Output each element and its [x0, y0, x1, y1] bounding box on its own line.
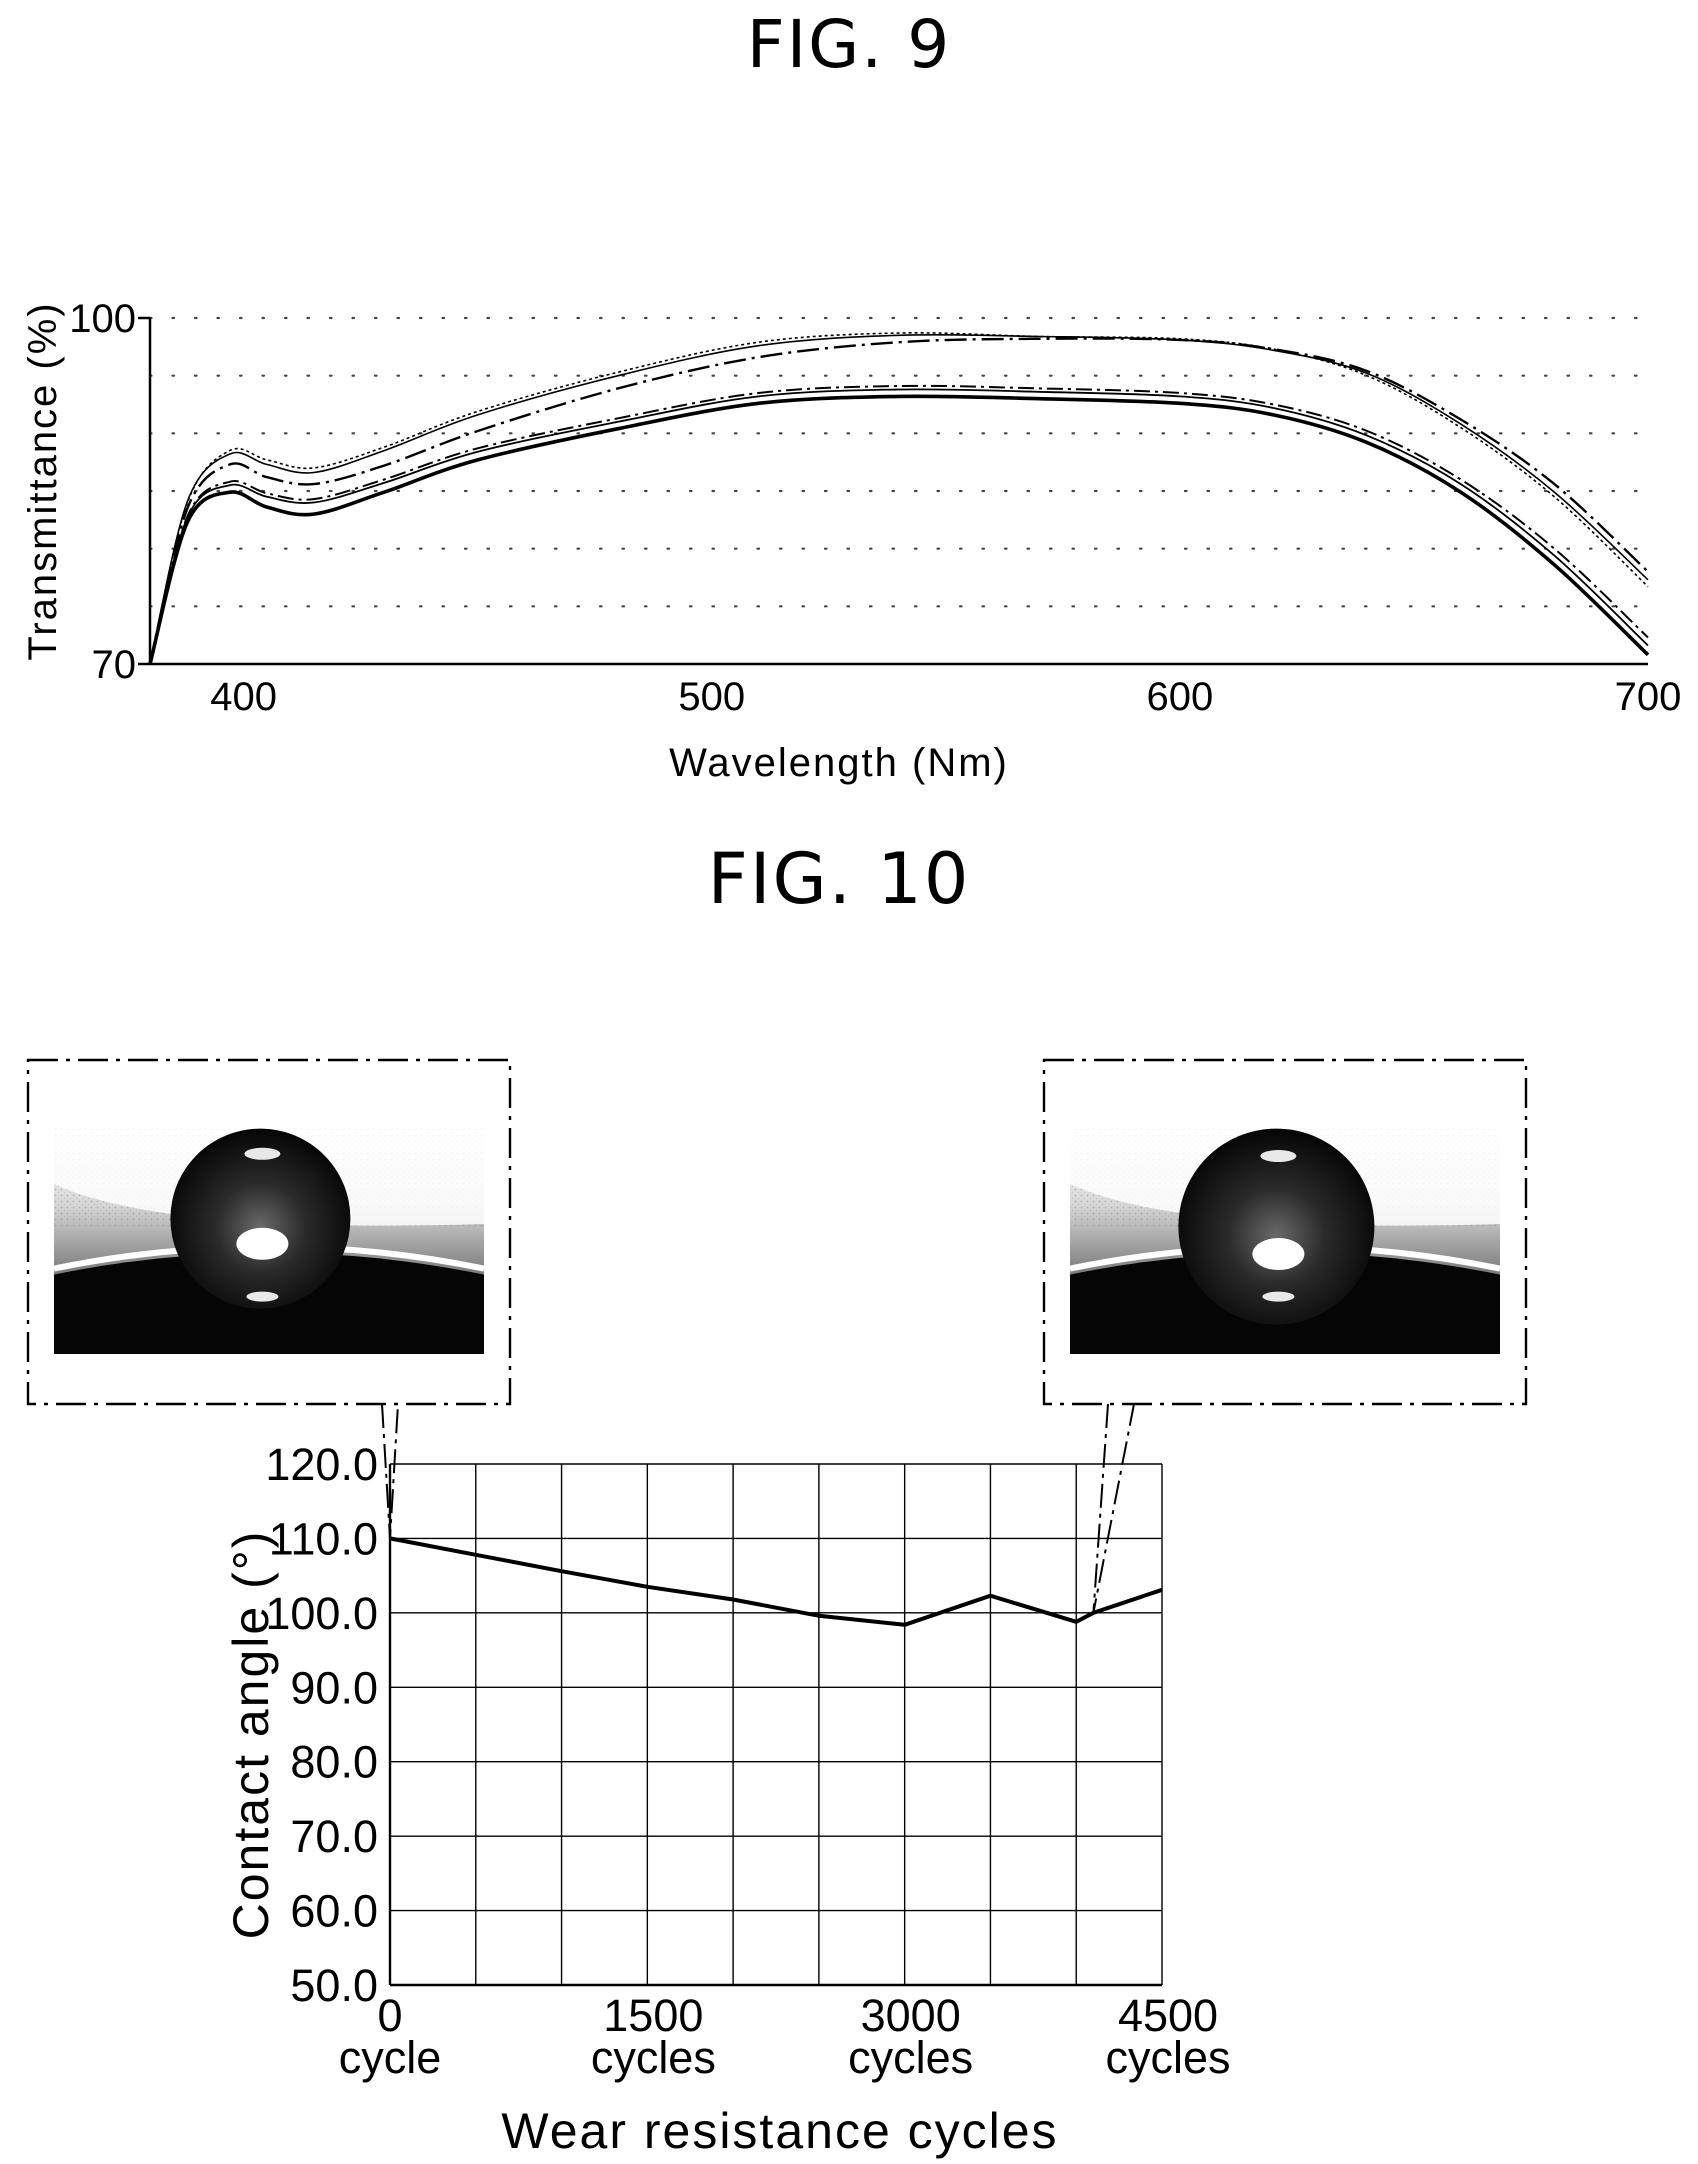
fig9-series — [148, 332, 1650, 665]
fig10-xtick-value: 1500 — [603, 1990, 703, 2041]
fig10-data-line — [389, 1536, 1163, 1627]
fig9-series-line-2 — [149, 333, 1649, 665]
fig9-xtick-label: 500 — [678, 675, 745, 719]
fig10-series — [389, 1536, 1163, 1627]
fig10-ytick-label: 120.0 — [265, 1439, 378, 1490]
fig9-series-line-4 — [149, 384, 1649, 665]
fig10-ytick-label: 70.0 — [290, 1811, 378, 1862]
fig9-xtick-label: 400 — [210, 675, 277, 719]
fig9-xtick-label: 600 — [1147, 675, 1214, 719]
fig10-xtick-value: 4500 — [1118, 1990, 1218, 2041]
fig9-grid — [148, 316, 1650, 608]
inset-droplet — [170, 1128, 351, 1309]
inset-pointer-right — [1092, 1403, 1135, 1614]
fig10-xtick-unit: cycle — [339, 2032, 442, 2083]
fig10-ytick-label: 90.0 — [290, 1662, 378, 1713]
fig10-xtick-unit: cycles — [591, 2032, 716, 2083]
fig10-xtick-unit: cycles — [1105, 2032, 1230, 2083]
fig9-axes — [138, 316, 1648, 666]
fig9-series-line-6 — [148, 394, 1650, 665]
inset-droplet-reflection — [246, 1291, 279, 1302]
fig9-ytick-label: 70 — [92, 643, 137, 687]
fig9-series-line-5 — [149, 388, 1649, 665]
fig10-ytick-label: 110.0 — [269, 1513, 378, 1564]
fig10-title: FIG. 10 — [707, 838, 971, 920]
fig10-grid — [388, 1463, 1163, 1987]
fig10-xtick-value: 0 — [377, 1990, 402, 2041]
fig9-series-line-3 — [148, 337, 1649, 665]
fig9-y-axis-label: Transmittance (%) — [21, 301, 65, 660]
fig9-x-axis-label: Wavelength (Nm) — [669, 741, 1009, 785]
fig10-xtick-unit: cycles — [848, 2032, 973, 2083]
inset-droplet-glint — [244, 1147, 281, 1160]
fig10-ytick-label: 60.0 — [290, 1886, 378, 1937]
fig10-ytick-label: 80.0 — [290, 1737, 378, 1788]
fig10-insets — [26, 1058, 1528, 1614]
fig9-title: FIG. 9 — [746, 6, 952, 83]
fig10-ytick-label: 50.0 — [290, 1960, 378, 2011]
fig10-labels: 120.0110.0100.090.080.070.060.050.00cycl… — [223, 1439, 1231, 2159]
inset-droplet-reflection — [1262, 1291, 1295, 1302]
fig10-x-axis-label: Wear resistance cycles — [501, 2103, 1058, 2159]
inset-droplet-core — [1252, 1238, 1305, 1271]
inset-droplet — [1178, 1128, 1375, 1325]
fig10-ytick-label: 100.0 — [265, 1588, 378, 1639]
inset-droplet-late-cycle — [1042, 1058, 1528, 1406]
inset-droplet-glint — [1260, 1150, 1297, 1163]
inset-droplet-0-cycle — [26, 1058, 512, 1406]
fig9-xtick-label: 700 — [1615, 675, 1682, 719]
inset-droplet-core — [236, 1227, 289, 1260]
fig9-labels: 400 500 600 700 100 70 Wavelength (Nm) Transmit… — [21, 297, 1681, 785]
fig9-series-line-1 — [149, 332, 1649, 665]
fig10-y-axis-label: Contact angle (°) — [223, 1530, 279, 1940]
fig9-ytick-label: 100 — [69, 297, 136, 341]
fig10-xtick-value: 3000 — [861, 1990, 961, 2041]
